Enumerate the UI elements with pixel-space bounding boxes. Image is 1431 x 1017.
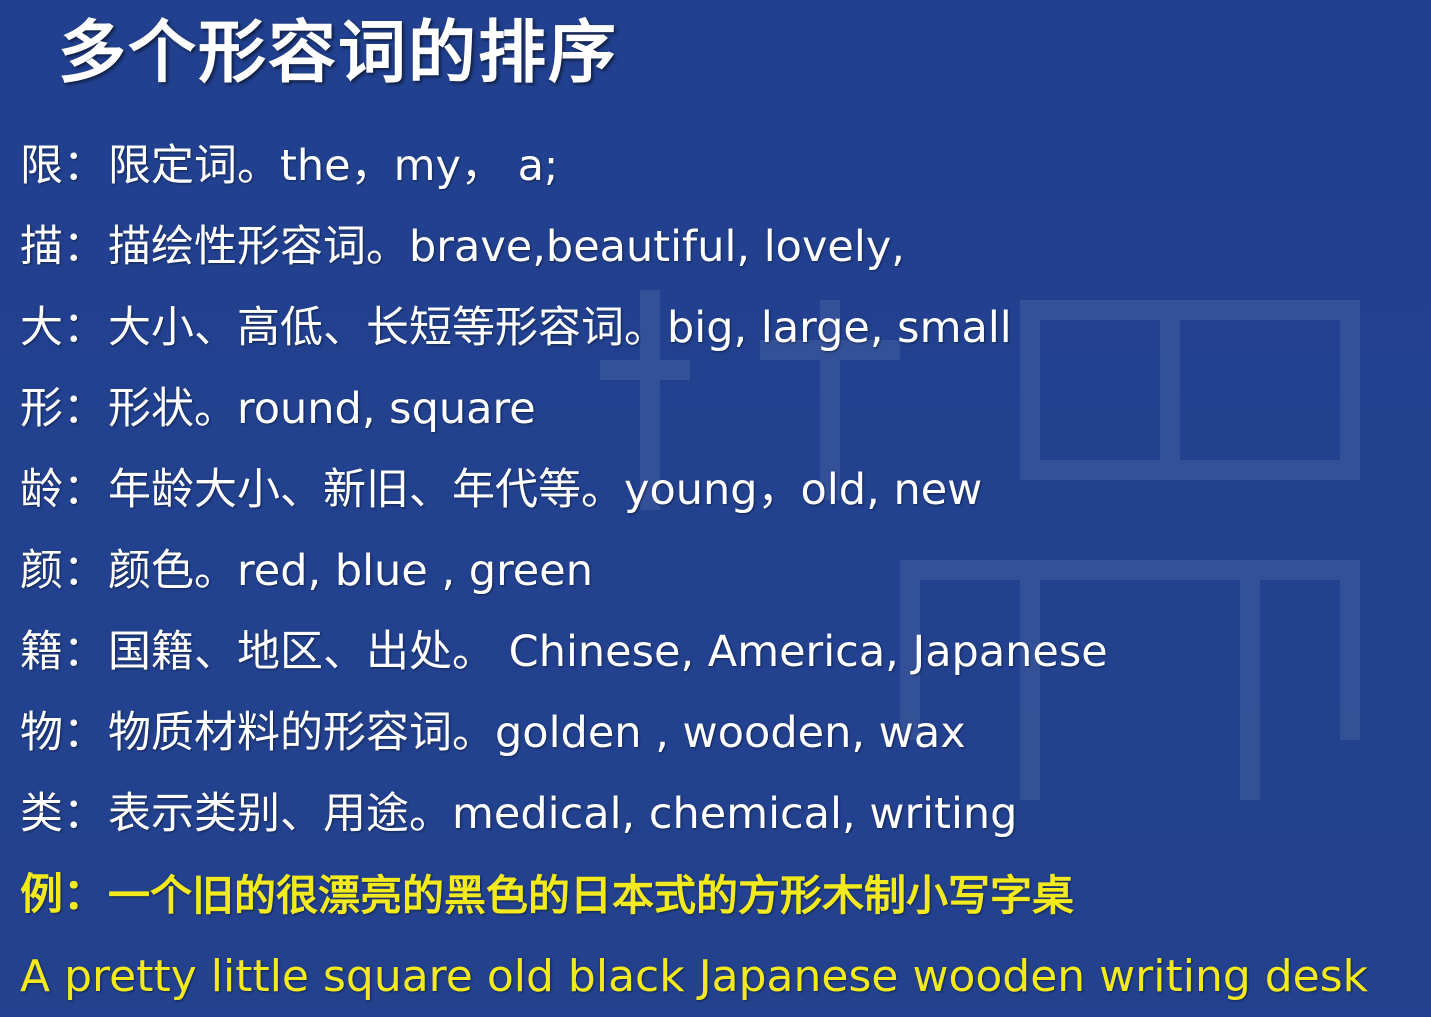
list-item-size: 大： 大小、高低、长短等形容词。big, large, small — [20, 288, 1425, 369]
row-key: 描： — [20, 222, 106, 272]
example-english-sentence: A pretty little square old black Japanes… — [20, 951, 1369, 1002]
page-title: 多个形容词的排序 — [58, 14, 619, 93]
row-key: 籍： — [20, 627, 106, 677]
list-item-material: 物： 物质材料的形容词。golden , wooden, wax — [20, 693, 1425, 774]
list-item-determiner: 限： 限定词。the，my， a; — [20, 126, 1425, 207]
list-item-age: 龄： 年龄大小、新旧、年代等。young，old, new — [20, 450, 1425, 531]
row-text: 大小、高低、长短等形容词。big, large, small — [108, 303, 1012, 353]
list-item-origin: 籍： 国籍、地区、出处。 Chinese, America, Japanese — [20, 612, 1425, 693]
row-key: 限： — [20, 141, 106, 191]
row-text: 物质材料的形容词。golden , wooden, wax — [108, 708, 966, 758]
row-text: 描绘性形容词。brave,beautiful, lovely, — [108, 222, 905, 272]
row-text: 国籍、地区、出处。 Chinese, America, Japanese — [108, 627, 1108, 677]
row-key: 大： — [20, 303, 106, 353]
row-key: 物： — [20, 708, 106, 758]
adjective-order-list: 限： 限定词。the，my， a; 描： 描绘性形容词。brave,beauti… — [20, 126, 1425, 936]
row-text: 颜色。red, blue , green — [108, 546, 593, 596]
row-text: 限定词。the，my， a; — [108, 141, 559, 191]
row-text: 年龄大小、新旧、年代等。young，old, new — [108, 465, 983, 515]
row-key: 龄： — [20, 465, 106, 515]
row-text: 表示类别、用途。medical, chemical, writing — [108, 789, 1018, 839]
example-row: 例： 一个旧的很漂亮的黑色的日本式的方形木制小写字桌 — [20, 855, 1425, 936]
row-text: 形状。round, square — [108, 384, 536, 434]
row-key: 形： — [20, 384, 106, 434]
row-key: 类： — [20, 789, 106, 839]
row-key: 颜： — [20, 546, 106, 596]
example-key: 例： — [20, 870, 106, 920]
list-item-color: 颜： 颜色。red, blue , green — [20, 531, 1425, 612]
example-chinese-text: 一个旧的很漂亮的黑色的日本式的方形木制小写字桌 — [108, 871, 1075, 920]
list-item-purpose: 类： 表示类别、用途。medical, chemical, writing — [20, 774, 1425, 855]
list-item-shape: 形： 形状。round, square — [20, 369, 1425, 450]
list-item-descriptive: 描： 描绘性形容词。brave,beautiful, lovely, — [20, 207, 1425, 288]
